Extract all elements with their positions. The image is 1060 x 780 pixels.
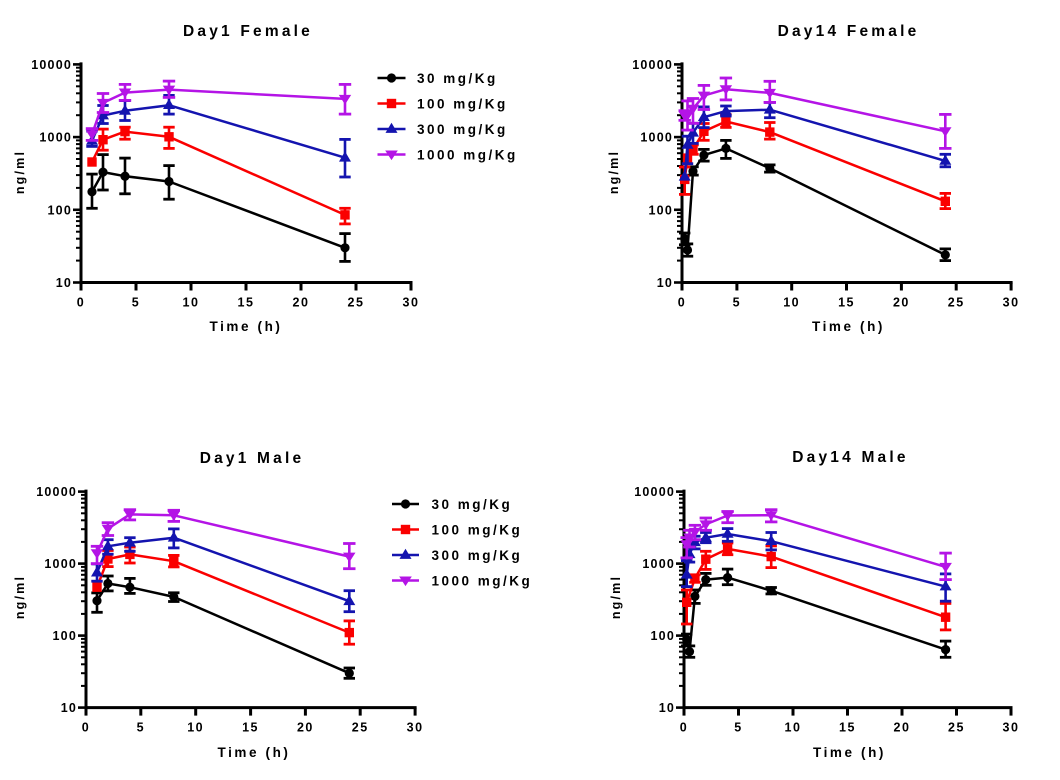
svg-text:ng/ml: ng/ml bbox=[13, 575, 27, 619]
svg-text:5: 5 bbox=[132, 296, 140, 310]
svg-text:100: 100 bbox=[651, 629, 675, 643]
svg-text:15: 15 bbox=[238, 296, 255, 310]
svg-text:ng/ml: ng/ml bbox=[609, 575, 623, 619]
svg-text:25: 25 bbox=[352, 721, 369, 735]
svg-text:30: 30 bbox=[403, 296, 420, 310]
svg-text:Time (h): Time (h) bbox=[813, 745, 886, 760]
svg-text:100 mg/Kg: 100 mg/Kg bbox=[432, 523, 523, 538]
svg-text:10: 10 bbox=[187, 721, 204, 735]
svg-text:10: 10 bbox=[183, 296, 200, 310]
svg-text:25: 25 bbox=[348, 296, 365, 310]
svg-text:100 mg/Kg: 100 mg/Kg bbox=[417, 97, 508, 112]
svg-text:10000: 10000 bbox=[36, 485, 77, 499]
svg-text:Time (h): Time (h) bbox=[209, 319, 282, 334]
svg-text:15: 15 bbox=[838, 296, 855, 310]
svg-text:30: 30 bbox=[407, 721, 424, 735]
svg-text:Day14 Male: Day14 Male bbox=[792, 449, 908, 466]
svg-text:30 mg/Kg: 30 mg/Kg bbox=[417, 71, 498, 86]
svg-text:1000: 1000 bbox=[642, 557, 675, 571]
svg-text:1000: 1000 bbox=[44, 557, 77, 571]
svg-text:15: 15 bbox=[242, 721, 259, 735]
svg-text:1000: 1000 bbox=[39, 131, 72, 145]
svg-text:1000: 1000 bbox=[640, 131, 673, 145]
svg-text:Time (h): Time (h) bbox=[812, 319, 885, 334]
svg-text:Day14 Female: Day14 Female bbox=[778, 23, 920, 40]
svg-text:10: 10 bbox=[56, 276, 72, 290]
svg-text:30 mg/Kg: 30 mg/Kg bbox=[432, 497, 513, 512]
svg-text:10: 10 bbox=[657, 276, 673, 290]
svg-text:10000: 10000 bbox=[31, 58, 72, 72]
svg-text:20: 20 bbox=[894, 721, 911, 735]
svg-text:100: 100 bbox=[53, 629, 77, 643]
svg-text:Time (h): Time (h) bbox=[217, 745, 290, 760]
svg-text:10: 10 bbox=[785, 721, 802, 735]
svg-text:30: 30 bbox=[1003, 296, 1020, 310]
svg-text:25: 25 bbox=[948, 721, 965, 735]
svg-text:Day1 Female: Day1 Female bbox=[183, 23, 313, 40]
svg-text:10000: 10000 bbox=[632, 58, 673, 72]
svg-text:0: 0 bbox=[82, 721, 90, 735]
svg-text:5: 5 bbox=[137, 721, 145, 735]
svg-text:5: 5 bbox=[734, 721, 742, 735]
svg-text:10: 10 bbox=[659, 701, 675, 715]
svg-text:10000: 10000 bbox=[634, 485, 675, 499]
svg-text:1000 mg/Kg: 1000 mg/Kg bbox=[417, 148, 518, 163]
svg-text:300 mg/Kg: 300 mg/Kg bbox=[417, 122, 508, 137]
svg-text:300 mg/Kg: 300 mg/Kg bbox=[432, 548, 523, 563]
svg-text:0: 0 bbox=[678, 296, 686, 310]
svg-text:10: 10 bbox=[61, 701, 77, 715]
svg-text:5: 5 bbox=[733, 296, 741, 310]
svg-text:0: 0 bbox=[680, 721, 688, 735]
svg-text:25: 25 bbox=[948, 296, 965, 310]
svg-text:100: 100 bbox=[48, 203, 72, 217]
svg-text:1000 mg/Kg: 1000 mg/Kg bbox=[432, 574, 533, 589]
svg-text:0: 0 bbox=[77, 296, 85, 310]
svg-text:20: 20 bbox=[293, 296, 310, 310]
svg-text:100: 100 bbox=[649, 203, 673, 217]
svg-text:Day1 Male: Day1 Male bbox=[200, 450, 305, 467]
svg-text:10: 10 bbox=[783, 296, 800, 310]
svg-text:20: 20 bbox=[297, 721, 314, 735]
svg-text:15: 15 bbox=[839, 721, 856, 735]
svg-text:ng/ml: ng/ml bbox=[607, 150, 621, 194]
svg-text:20: 20 bbox=[893, 296, 910, 310]
svg-text:ng/ml: ng/ml bbox=[13, 150, 27, 194]
svg-text:30: 30 bbox=[1003, 721, 1020, 735]
